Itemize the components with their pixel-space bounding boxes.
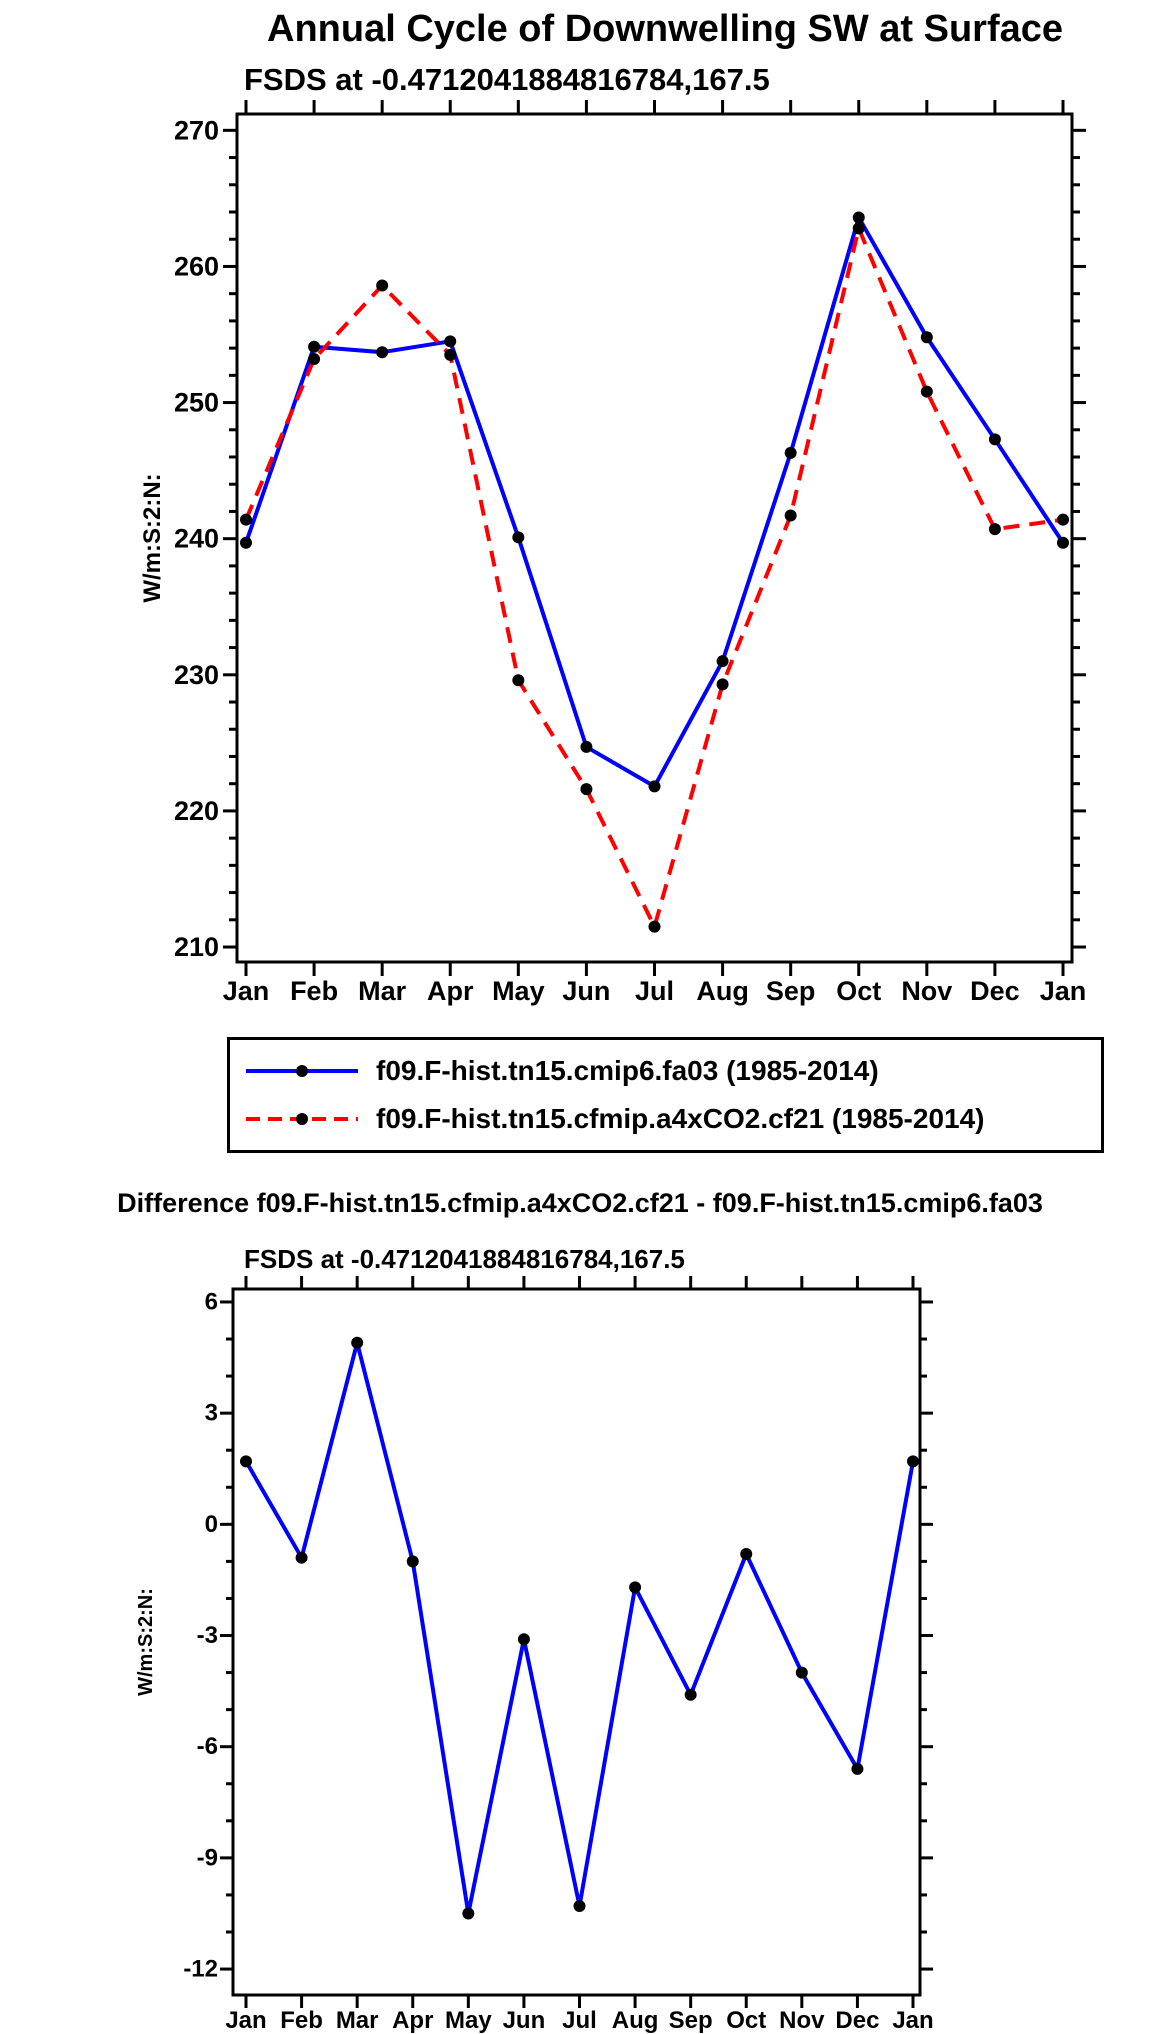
svg-text:Jan: Jan bbox=[892, 2007, 933, 2034]
svg-text:210: 210 bbox=[174, 932, 219, 962]
svg-text:270: 270 bbox=[174, 115, 219, 145]
legend-entry-a4xco2: f09.F-hist.tn15.cfmip.a4xCO2.cf21 (1985-… bbox=[242, 1103, 1101, 1135]
legend-label-a4xco2: f09.F-hist.tn15.cfmip.a4xCO2.cf21 (1985-… bbox=[376, 1102, 985, 1134]
svg-text:Sep: Sep bbox=[669, 2007, 713, 2034]
svg-text:Jul: Jul bbox=[562, 2007, 597, 2034]
solid-blue-line-sample-icon bbox=[246, 1065, 358, 1078]
svg-text:Jun: Jun bbox=[562, 976, 610, 1006]
svg-text:Apr: Apr bbox=[427, 976, 474, 1006]
svg-text:Aug: Aug bbox=[696, 976, 748, 1006]
svg-text:Dec: Dec bbox=[835, 2007, 879, 2034]
svg-text:Sep: Sep bbox=[766, 976, 816, 1006]
svg-text:Jan: Jan bbox=[1040, 976, 1087, 1006]
svg-text:Jun: Jun bbox=[503, 2007, 546, 2034]
svg-text:Feb: Feb bbox=[280, 2007, 323, 2034]
svg-text:-3: -3 bbox=[197, 1622, 218, 1649]
chart2-subtitle: FSDS at -0.4712041884816784,167.5 bbox=[244, 1244, 685, 1274]
svg-text:Jul: Jul bbox=[635, 976, 674, 1006]
svg-text:May: May bbox=[492, 976, 545, 1006]
svg-text:Dec: Dec bbox=[970, 976, 1020, 1006]
legend-entry-cmip6: f09.F-hist.tn15.cmip6.fa03 (1985-2014) bbox=[242, 1055, 1101, 1087]
svg-text:Oct: Oct bbox=[836, 976, 881, 1006]
svg-text:W/m:S:2:N:: W/m:S:2:N: bbox=[135, 1588, 157, 1696]
svg-text:0: 0 bbox=[205, 1511, 218, 1538]
svg-text:-9: -9 bbox=[197, 1844, 218, 1871]
svg-text:-12: -12 bbox=[183, 1956, 218, 1983]
main-title: Annual Cycle of Downwelling SW at Surfac… bbox=[267, 8, 1063, 50]
dashed-red-line-sample-icon bbox=[246, 1112, 358, 1125]
difference-title: Difference f09.F-hist.tn15.cfmip.a4xCO2.… bbox=[117, 1188, 1043, 1218]
svg-text:260: 260 bbox=[174, 251, 219, 281]
svg-text:220: 220 bbox=[174, 796, 219, 826]
svg-text:Mar: Mar bbox=[358, 976, 407, 1006]
svg-text:Aug: Aug bbox=[612, 2007, 659, 2034]
svg-text:-6: -6 bbox=[197, 1733, 218, 1760]
legend-box: f09.F-hist.tn15.cmip6.fa03 (1985-2014) f… bbox=[227, 1037, 1104, 1153]
svg-text:Nov: Nov bbox=[779, 2007, 825, 2034]
chart1-subtitle: FSDS at -0.4712041884816784,167.5 bbox=[244, 62, 770, 97]
svg-text:Jan: Jan bbox=[225, 2007, 266, 2034]
svg-text:240: 240 bbox=[174, 524, 219, 554]
svg-text:Jan: Jan bbox=[223, 976, 270, 1006]
svg-text:Feb: Feb bbox=[290, 976, 338, 1006]
svg-text:May: May bbox=[445, 2007, 492, 2034]
svg-text:Oct: Oct bbox=[726, 2007, 766, 2034]
svg-text:250: 250 bbox=[174, 388, 219, 418]
svg-text:Mar: Mar bbox=[336, 2007, 379, 2034]
svg-text:6: 6 bbox=[205, 1288, 218, 1315]
svg-text:230: 230 bbox=[174, 660, 219, 690]
svg-text:3: 3 bbox=[205, 1400, 218, 1427]
svg-text:Apr: Apr bbox=[392, 2007, 433, 2034]
svg-text:W/m:S:2:N:: W/m:S:2:N: bbox=[139, 473, 166, 602]
svg-text:Nov: Nov bbox=[901, 976, 952, 1006]
legend-label-cmip6: f09.F-hist.tn15.cmip6.fa03 (1985-2014) bbox=[376, 1055, 879, 1087]
